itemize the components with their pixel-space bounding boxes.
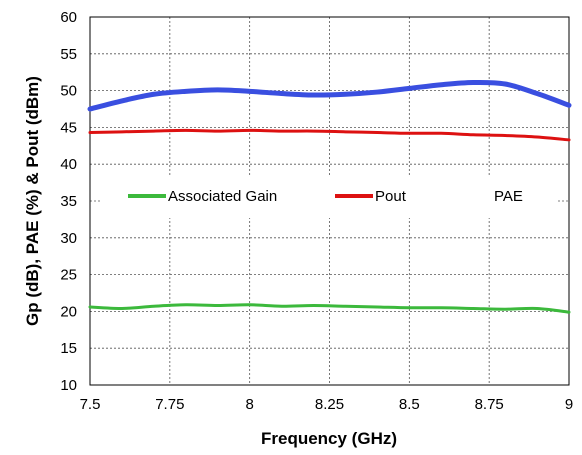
y-tick-label: 20 (60, 303, 77, 320)
legend-label-associated-gain: Associated Gain (168, 188, 277, 205)
series-line-pae (87, 79, 572, 112)
legend-label-pae: PAE (494, 188, 523, 205)
legend-label-pout: Pout (375, 188, 407, 205)
series-line-associated-gain (88, 303, 571, 314)
y-tick-label: 60 (60, 9, 77, 26)
legend-box (101, 176, 558, 218)
x-tick-label: 7.75 (155, 396, 184, 413)
x-tick-label: 9 (565, 396, 573, 413)
y-tick-label: 45 (60, 119, 77, 136)
y-tick-label: 40 (60, 156, 77, 173)
series-line-pout (88, 128, 571, 142)
x-tick-label: 7.5 (80, 396, 101, 413)
x-axis-title: Frequency (GHz) (261, 429, 397, 448)
y-tick-label: 50 (60, 83, 77, 100)
legend: Associated Gain Pout PAE (128, 188, 523, 205)
ticks: 10 15 20 25 30 35 40 45 50 55 60 7.5 7.75 8 8.25 8.5 8.7… (60, 9, 573, 413)
x-tick-label: 8 (245, 396, 253, 413)
y-tick-label: 35 (60, 193, 77, 210)
y-tick-label: 30 (60, 230, 77, 247)
y-tick-label: 55 (60, 46, 77, 63)
y-axis-title: Gp (dB), PAE (%) & Pout (dBm) (23, 76, 42, 326)
plot-frame (89, 16, 570, 386)
series-layer (87, 79, 572, 314)
x-tick-label: 8.75 (475, 396, 504, 413)
x-tick-label: 8.5 (399, 396, 420, 413)
x-tick-label: 8.25 (315, 396, 344, 413)
y-tick-label: 25 (60, 267, 77, 284)
y-tick-label: 15 (60, 340, 77, 357)
y-tick-label: 10 (60, 377, 77, 394)
